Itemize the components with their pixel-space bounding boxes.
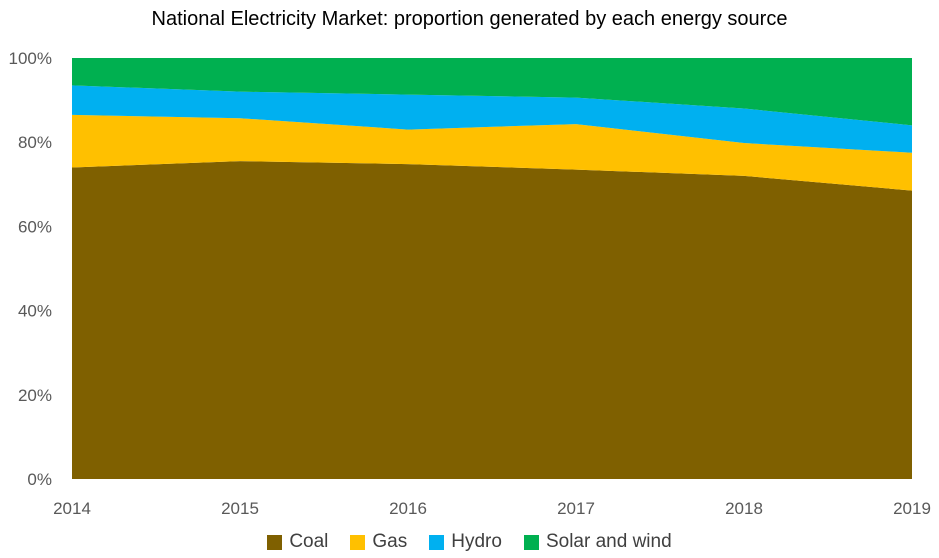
y-tick-label: 100%	[9, 49, 52, 68]
x-tick-label: 2017	[557, 499, 595, 518]
legend-swatch	[523, 534, 539, 550]
legend-swatch	[429, 534, 445, 550]
legend-label: Hydro	[451, 531, 502, 552]
legend-item: Gas	[350, 531, 407, 553]
y-tick-label: 60%	[18, 217, 52, 236]
x-tick-label: 2014	[53, 499, 91, 518]
legend-label: Coal	[289, 531, 329, 552]
x-tick-label: 2015	[221, 499, 259, 518]
x-tick-label: 2016	[389, 499, 427, 518]
x-tick-label: 2019	[893, 499, 931, 518]
legend-label: Gas	[372, 531, 408, 552]
y-tick-label: 20%	[18, 386, 52, 405]
area-hydro	[72, 85, 912, 153]
area-coal	[72, 161, 912, 479]
legend-item: Solar and wind	[523, 531, 672, 553]
y-axis: 0% 20% 40% 60% 80% 100%	[9, 49, 52, 489]
x-axis: 2014 2015 2016 2017 2018 2019	[53, 499, 931, 518]
legend-label: Solar and wind	[545, 531, 672, 552]
legend-item: Coal	[267, 531, 328, 553]
area-solar-and-wind	[72, 58, 912, 126]
legend-item: Hydro	[429, 531, 502, 553]
chart-title: National Electricity Market: proportion …	[151, 8, 788, 30]
area-gas	[72, 114, 912, 191]
legend: Coal Gas Hydro Solar and wind	[0, 531, 939, 553]
y-tick-label: 0%	[27, 470, 52, 489]
x-tick-label: 2018	[725, 499, 763, 518]
legend-swatch	[350, 534, 366, 550]
y-tick-label: 80%	[18, 133, 52, 152]
area-series-group	[72, 58, 912, 479]
y-tick-label: 40%	[18, 302, 52, 321]
legend-swatch	[267, 534, 283, 550]
